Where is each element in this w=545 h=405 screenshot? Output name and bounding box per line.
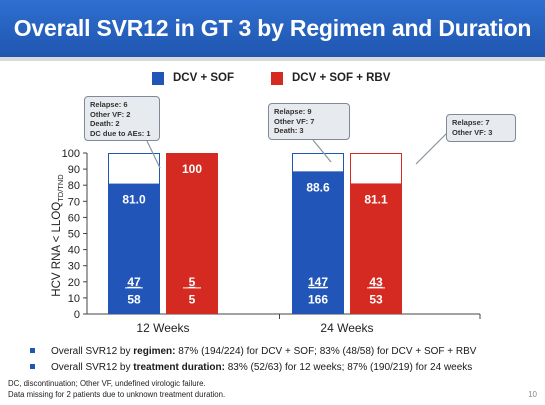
callout-pointer (146, 140, 161, 169)
x-category-label: 12 Weeks (136, 321, 189, 335)
legend-swatch-dcv-sof (152, 72, 164, 85)
bullet-regimen: Overall SVR12 by regimen: 87% (194/224) … (30, 346, 476, 357)
y-tick-label: 20 (68, 277, 80, 289)
bar-numerator-label: 43 (369, 275, 383, 289)
callout-pointer (415, 133, 447, 165)
bar (350, 183, 402, 314)
y-axis-title: HCV RNA < LLOQTD/TND (51, 174, 65, 297)
legend-label-dcv-sof-rbv: DCV + SOF + RBV (292, 72, 391, 84)
title-divider (0, 57, 545, 61)
callout-line: DC due to AEs: 1 (90, 128, 151, 138)
bar-value-label: 81.1 (364, 192, 388, 206)
bullet-rest: 87% (194/224) for DCV + SOF; 83% (48/58)… (175, 346, 477, 357)
bar-numerator-label: 5 (189, 275, 196, 289)
footnote-missing-data: Data missing for 2 patients due to unkno… (8, 390, 226, 399)
callout-12wk-dcv-sof: Relapse: 6 Other VF: 2 Death: 2 DC due t… (84, 96, 160, 141)
bullet-bold: regimen: (133, 346, 176, 357)
footnote-abbreviations: DC, discontinuation; Other VF, undefined… (8, 379, 206, 388)
y-tick-label: 80 (68, 180, 80, 192)
bullet-square-icon (30, 347, 35, 353)
bullet-bold: treatment duration: (133, 362, 225, 373)
y-tick-label: 60 (68, 212, 80, 224)
bullet-rest: 83% (52/63) for 12 weeks; 87% (190/219) … (224, 362, 473, 373)
y-tick-label: 90 (68, 164, 80, 176)
bullet-prefix: Overall SVR12 by (51, 362, 134, 373)
callout-line: Death: 2 (90, 119, 120, 129)
legend-swatch-dcv-sof-rbv (271, 72, 283, 85)
y-tick-label: 10 (68, 293, 80, 305)
y-tick-label: 50 (68, 229, 80, 241)
y-axis-title-main: HCV RNA < LLOQ (51, 202, 63, 297)
bullet-prefix: Overall SVR12 by (51, 346, 134, 357)
legend-label-dcv-sof: DCV + SOF (173, 72, 235, 84)
x-category-label: 24 Weeks (320, 321, 373, 335)
bar-denominator-label: 53 (369, 293, 383, 307)
callout-line: Death: 3 (274, 126, 304, 136)
bar-value-label: 100 (182, 162, 202, 176)
callout-line: Relapse: 7 (452, 118, 490, 127)
y-tick-label: 70 (68, 196, 80, 208)
callout-line: Other VF: 3 (452, 127, 493, 137)
bar-value-label: 81.0 (122, 193, 146, 207)
callout-24wk-dcv-sof-rbv: Relapse: 7 Other VF: 3 (446, 114, 516, 142)
bullet-duration: Overall SVR12 by treatment duration: 83%… (30, 362, 472, 373)
bar-denominator-label: 166 (308, 293, 328, 307)
callout-24wk-dcv-sof: Relapse: 9 Other VF: 7 Death: 3 (268, 103, 350, 140)
callout-line: Other VF: 7 (274, 116, 315, 126)
callout-pointer (312, 139, 332, 163)
y-tick-label: 40 (68, 245, 80, 257)
bar-denominator-label: 5 (189, 293, 196, 307)
y-tick-label: 100 (62, 148, 80, 160)
y-axis-title-subscript: TD/TND (56, 174, 65, 202)
bar-numerator-label: 47 (127, 275, 141, 289)
bar (166, 153, 218, 314)
callout-line: Other VF: 2 (90, 109, 131, 119)
page-number: 10 (528, 390, 537, 399)
bullet-square-icon (30, 363, 35, 369)
page-title: Overall SVR12 in GT 3 by Regimen and Dur… (0, 0, 545, 57)
bar (292, 171, 344, 314)
callout-line: Relapse: 6 (90, 100, 128, 109)
bar-value-label: 88.6 (306, 180, 330, 194)
callout-line: Relapse: 9 (274, 107, 312, 116)
y-tick-label: 0 (74, 309, 80, 321)
bar-denominator-label: 58 (127, 293, 141, 307)
bar (108, 183, 160, 314)
y-tick-label: 30 (68, 261, 80, 273)
bar-numerator-label: 147 (308, 275, 328, 289)
